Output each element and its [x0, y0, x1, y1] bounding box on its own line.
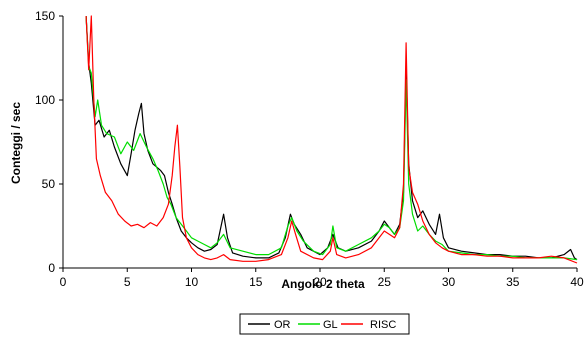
x-axis-title: Angolo 2 theta — [281, 277, 365, 291]
legend-label-or: OR — [274, 319, 291, 331]
legend-label-risc: RISC — [370, 319, 396, 331]
y-tick-label: 100 — [35, 93, 55, 107]
x-tick-label: 30 — [442, 275, 456, 289]
series-line-risc — [85, 15, 578, 264]
y-tick-label: 150 — [35, 9, 55, 23]
legend-label-gl: GL — [323, 319, 338, 331]
x-tick-label: 20 — [313, 275, 327, 289]
x-tick-label: 15 — [249, 275, 263, 289]
series-line-gl — [85, 15, 578, 261]
x-tick-label: 0 — [60, 275, 67, 289]
legend-box — [239, 313, 410, 335]
axes-layer: 0 5 10 15 20 25 30 35 40 0 50 100 150 — [35, 9, 584, 289]
x-tick-label: 25 — [378, 275, 392, 289]
x-tick-label: 35 — [506, 275, 520, 289]
y-axis-title: Conteggi / sec — [9, 102, 23, 184]
y-tick-label: 50 — [42, 177, 56, 191]
x-tick-label: 5 — [124, 275, 131, 289]
legend: OR GL RISC — [239, 313, 410, 335]
x-tick-label: 40 — [570, 275, 584, 289]
y-tick-label: 0 — [48, 261, 55, 275]
series-layer — [85, 15, 578, 264]
x-tick-label: 10 — [185, 275, 199, 289]
